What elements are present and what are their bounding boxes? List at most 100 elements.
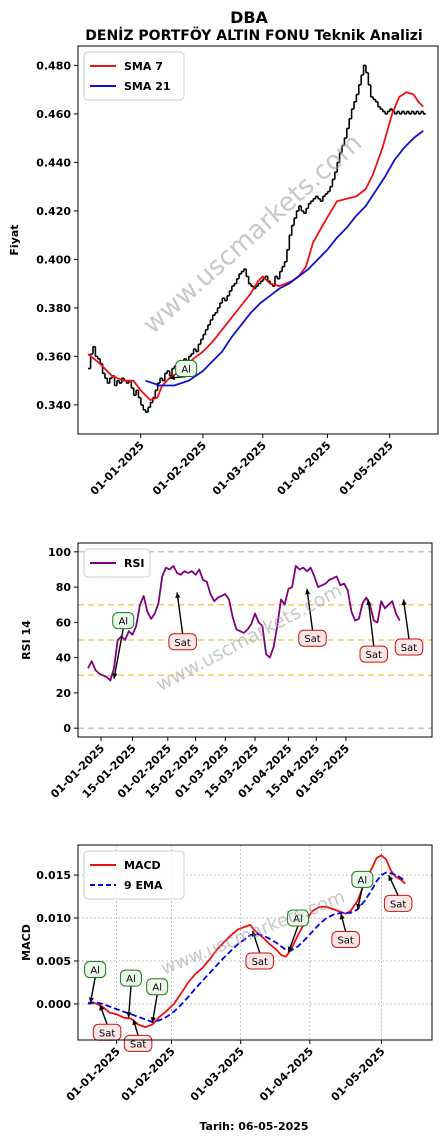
macd-signal-box: [119, 969, 142, 987]
rsi-ytick-label: 100: [48, 546, 71, 559]
rsi-signal-arrowhead: [175, 592, 181, 599]
sma21-series-line: [145, 130, 424, 387]
macd-signal-arrowhead: [287, 946, 293, 953]
macd-signal-arrowhead: [99, 1004, 105, 1011]
macd-signal-arrowhead: [88, 997, 94, 1004]
price-ylabel: Fiyat: [8, 224, 21, 255]
price-ytick-label: 0.440: [36, 156, 71, 169]
price-xtick-label: 01-04-2025: [275, 439, 334, 498]
rsi-signal-box: [359, 645, 389, 663]
footer-date-label: Tarih: 06-05-2025: [199, 1120, 308, 1133]
price-ytick-label: 0.480: [36, 59, 71, 72]
sma21-legend-label: SMA 21: [124, 80, 171, 93]
macd-signal-label: Al: [126, 974, 136, 985]
rsi-xtick-label: 01-01-2025: [48, 742, 107, 801]
price-ytick-label: 0.360: [36, 350, 71, 363]
macd-signal-box: [286, 909, 309, 927]
macd-ytick-label: 0.015: [36, 869, 71, 882]
macd-signal-label: Al: [293, 914, 303, 925]
rsi-signal-label: Al: [118, 617, 128, 628]
macd-signal-arrowhead: [150, 1017, 156, 1023]
price-panel: 0.340 0.360 0.380 0.400 0.420 0.440 0.460 0.480…: [8, 45, 439, 498]
macd-signal-arrowhead: [126, 1012, 132, 1018]
macd-signal-arrowhead: [339, 913, 345, 920]
price-ytick-label: 0.380: [36, 302, 71, 315]
rsi-signal-box: [298, 629, 327, 647]
macd-ylabel: MACD: [20, 924, 33, 961]
rsi-ytick-label: 20: [56, 687, 72, 700]
macd-signal-label: Sat: [99, 1028, 115, 1039]
rsi-signal-box: [112, 612, 135, 630]
price-xtick-label: 01-03-2025: [210, 439, 269, 498]
rsi-signal-arrowhead: [112, 673, 118, 679]
rsi-signal-arrow: [306, 588, 314, 631]
macd-xtick-label: 01-01-2025: [64, 1045, 123, 1104]
price-ytick-label: 0.460: [36, 108, 71, 121]
price-signal-label: Al: [181, 365, 191, 376]
macd-xtick-label: 01-04-2025: [257, 1045, 316, 1104]
price-xtick-label: 01-05-2025: [337, 439, 396, 498]
macd-legend-label: MACD: [124, 859, 161, 872]
rsi-legend-label: RSI: [124, 557, 145, 570]
rsi-signal-label: Sat: [366, 650, 382, 661]
price-legend: [83, 51, 185, 101]
rsi-signal-arrowhead: [305, 588, 311, 595]
ema9-legend-label: 9 EMA: [124, 879, 163, 892]
rsi-signal-arrow: [367, 599, 375, 647]
macd-signal-arrowhead: [132, 1019, 138, 1026]
chart-subtitle: DENİZ PORTFÖY ALTIN FONU Teknik Analizi: [85, 26, 422, 44]
macd-signal-box: [245, 952, 275, 970]
price-ytick-label: 0.420: [36, 205, 71, 218]
ema9-series-line: [87, 871, 406, 1023]
macd-signal-label: Sat: [390, 899, 406, 910]
rsi-signal-label: Sat: [174, 638, 190, 649]
macd-signal-label: Sat: [252, 957, 268, 968]
rsi-signal-label: Sat: [304, 634, 320, 645]
rsi-signal-box: [168, 633, 197, 651]
price-xtick-label: 01-01-2025: [88, 439, 147, 498]
macd-signal-label: Sat: [337, 935, 353, 946]
rsi-signal-arrowhead: [366, 599, 372, 606]
price-signal-arrowhead: [169, 375, 176, 381]
macd-signal-label: Al: [90, 966, 100, 977]
chart-title: DBA: [230, 8, 268, 27]
rsi-signal-arrow: [113, 628, 124, 679]
macd-xtick-label: 01-05-2025: [329, 1045, 388, 1104]
macd-legend: [83, 850, 185, 900]
rsi-ytick-label: 80: [56, 581, 72, 594]
macd-xtick-label: 01-03-2025: [188, 1045, 247, 1104]
rsi-signal-arrowhead: [401, 599, 407, 606]
macd-signal-arrowhead: [251, 930, 257, 937]
rsi-signal-arrow: [176, 592, 184, 634]
rsi-ytick-label: 0: [63, 722, 71, 735]
macd-signal-box: [84, 961, 107, 979]
macd-xtick-label: 01-02-2025: [119, 1045, 178, 1104]
macd-signal-box: [146, 978, 169, 996]
rsi-ytick-label: 60: [56, 616, 72, 629]
sma7-series-line: [87, 91, 424, 401]
rsi-ytick-label: 40: [56, 652, 72, 665]
rsi-ylabel: RSI 14: [20, 620, 33, 660]
macd-signal-label: Sat: [130, 1039, 146, 1050]
rsi-series-line: [87, 565, 401, 682]
macd-panel: 0.000 0.005 0.010 0.015 01-01-202501-02-2025…: [20, 844, 433, 1104]
macd-signal-box: [351, 870, 374, 888]
price-xtick-label: 01-02-2025: [150, 439, 209, 498]
macd-signal-label: Al: [358, 875, 368, 886]
macd-signal-box: [123, 1034, 153, 1052]
macd-signal-arrowhead: [356, 903, 362, 910]
rsi-panel: 02040608010001-01-202515-01-202501-02-20…: [20, 542, 433, 801]
price-frame: [77, 45, 439, 435]
macd-ytick-label: 0.000: [36, 998, 71, 1011]
macd-ytick-label: 0.005: [36, 955, 71, 968]
macd-ytick-label: 0.010: [36, 912, 71, 925]
price-ytick-label: 0.400: [36, 253, 71, 266]
macd-frame: [77, 844, 433, 1041]
macd-signal-box: [383, 894, 413, 912]
macd-signal-arrowhead: [388, 875, 394, 882]
price-ytick-label: 0.340: [36, 399, 71, 412]
price-signal-box: [175, 360, 198, 378]
rsi-frame: [77, 542, 433, 738]
rsi-signal-label: Sat: [401, 643, 417, 654]
